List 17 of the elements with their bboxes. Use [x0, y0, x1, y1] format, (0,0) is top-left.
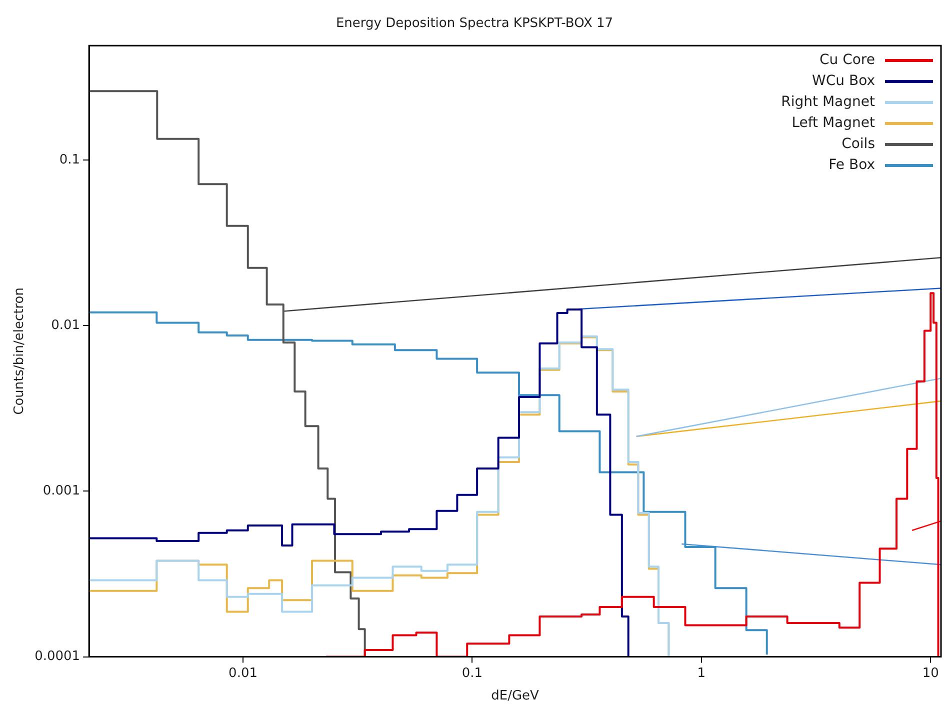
x-tick-label: 0.1	[462, 666, 483, 681]
legend-label: Coils	[842, 134, 875, 154]
x-axis-title: dE/GeV	[491, 688, 540, 704]
y-tick-label: 0.01	[51, 318, 80, 333]
x-tick-label: 0.01	[228, 666, 258, 681]
legend-label: Right Magnet	[781, 92, 875, 112]
y-tick-label: 0.1	[59, 152, 80, 168]
legend-label: Left Magnet	[792, 114, 875, 133]
y-axis-title: Counts/bin/electron	[12, 288, 28, 415]
legend-label: Fe Box	[828, 156, 875, 175]
y-tick-label: 0.0001	[34, 649, 80, 664]
chart-title: Energy Deposition Spectra KPSKPT-BOX 17	[336, 16, 614, 32]
legend-label: WCu Box	[812, 72, 875, 91]
y-tick-label: 0.001	[42, 484, 80, 499]
x-tick-label: 10	[922, 666, 939, 681]
legend-label: Cu Core	[819, 50, 875, 70]
x-tick-label: 1	[697, 666, 706, 681]
